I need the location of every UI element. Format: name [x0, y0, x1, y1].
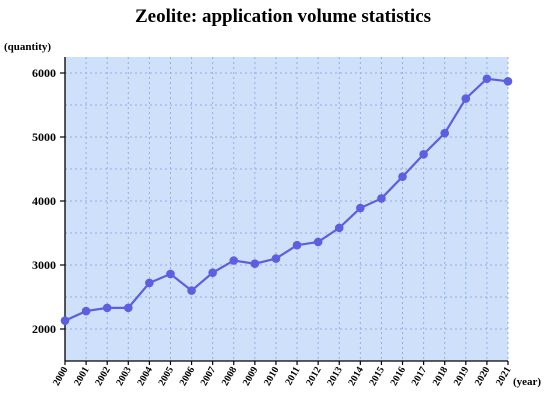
x-tick-label: 2011 — [283, 365, 302, 387]
data-point — [334, 223, 344, 233]
y-tick-label: 2000 — [32, 322, 56, 336]
data-point — [313, 237, 323, 247]
y-axis-ticks: 2000 3000 4000 5000 6000 — [32, 66, 65, 336]
x-axis-ticks: 2000 2001 2002 2003 2004 2005 2006 2007 2008 2009… — [51, 361, 514, 388]
y-axis-label: (quantity) — [4, 41, 51, 53]
plot-area — [65, 57, 508, 361]
data-point — [503, 77, 513, 86]
data-point — [419, 149, 428, 159]
data-point — [482, 74, 492, 84]
x-tick-label: 2016 — [389, 365, 409, 388]
data-point — [398, 172, 407, 181]
data-point — [166, 269, 175, 279]
data-point — [440, 128, 450, 138]
data-point — [271, 254, 281, 263]
data-point — [461, 94, 471, 103]
data-point — [356, 203, 365, 213]
series-line — [64, 77, 509, 322]
x-tick-label: 2015 — [368, 365, 388, 388]
x-tick-label: 2010 — [262, 365, 282, 388]
x-tick-label: 2009 — [241, 365, 261, 388]
x-tick-label: 2014 — [346, 365, 366, 388]
data-point — [250, 259, 260, 269]
x-tick-label: 2013 — [325, 365, 345, 388]
x-tick-label: 2002 — [93, 365, 113, 388]
chart-title: Zeolite: application volume statistics — [135, 6, 431, 27]
x-axis-label: (year) — [513, 376, 541, 388]
x-tick-label: 2008 — [220, 365, 240, 388]
data-point — [81, 306, 91, 316]
axes — [64, 57, 508, 362]
y-tick-label: 5000 — [32, 130, 56, 144]
x-tick-label: 2000 — [51, 365, 71, 388]
data-point — [145, 278, 154, 288]
x-tick-label: 2006 — [178, 365, 198, 388]
y-tick-label: 3000 — [32, 258, 56, 272]
data-point — [208, 268, 217, 277]
x-tick-label: 2012 — [304, 365, 324, 388]
data-point — [123, 303, 133, 313]
x-tick-label: 2003 — [114, 365, 134, 388]
x-tick-label: 2017 — [410, 365, 430, 388]
x-tick-label: 2007 — [199, 365, 219, 388]
x-tick-label: 2019 — [452, 365, 472, 388]
data-point — [377, 194, 386, 203]
data-point — [187, 286, 196, 295]
x-tick-label: 2001 — [72, 365, 92, 388]
x-tick-label: 2020 — [473, 365, 493, 388]
data-point — [292, 240, 302, 250]
x-tick-label: 2004 — [135, 365, 155, 388]
y-tick-label: 6000 — [32, 66, 56, 80]
data-point — [60, 316, 70, 325]
y-tick-label: 4000 — [32, 194, 56, 208]
grid — [65, 57, 509, 362]
x-tick-label: 2021 — [494, 365, 514, 388]
data-point — [229, 256, 239, 265]
x-tick-label: 2005 — [157, 365, 177, 388]
series — [60, 74, 513, 325]
data-point — [102, 303, 112, 313]
x-tick-label: 2018 — [431, 365, 451, 388]
